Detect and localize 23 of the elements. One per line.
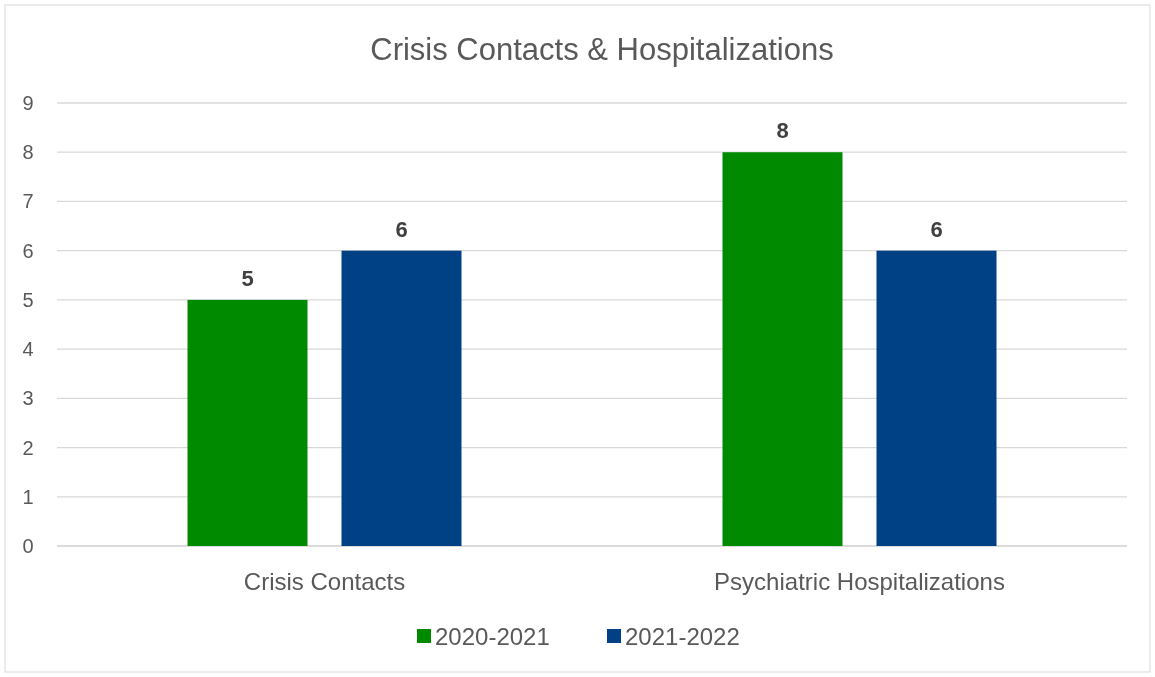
data-label: 8 [776,118,789,144]
x-tick-label: Crisis Contacts [243,568,406,595]
legend-label: 2021-2022 [625,623,740,651]
y-tick-label: 9 [22,92,34,114]
y-tick-label: 8 [22,141,34,164]
y-tick-label: 3 [22,387,34,410]
data-label: 6 [395,216,408,242]
bar [722,152,843,546]
y-tick-label: 7 [22,190,34,213]
y-tick-label: 2 [22,436,34,459]
y-tick-label: 0 [22,535,34,557]
y-tick-label: 6 [22,239,34,262]
bar [876,250,997,546]
legend-label: 2020-2021 [435,623,550,651]
x-tick-label: Psychiatric Hospitalizations [714,568,1005,595]
y-tick-label: 5 [22,288,34,311]
y-tick-label: 4 [22,338,34,361]
bar [341,250,462,546]
data-label: 6 [930,216,943,242]
y-tick-label: 1 [22,485,34,508]
data-label: 5 [241,265,254,291]
chart-title: Crisis Contacts & Hospitalizations [370,32,834,67]
bar [187,299,308,546]
